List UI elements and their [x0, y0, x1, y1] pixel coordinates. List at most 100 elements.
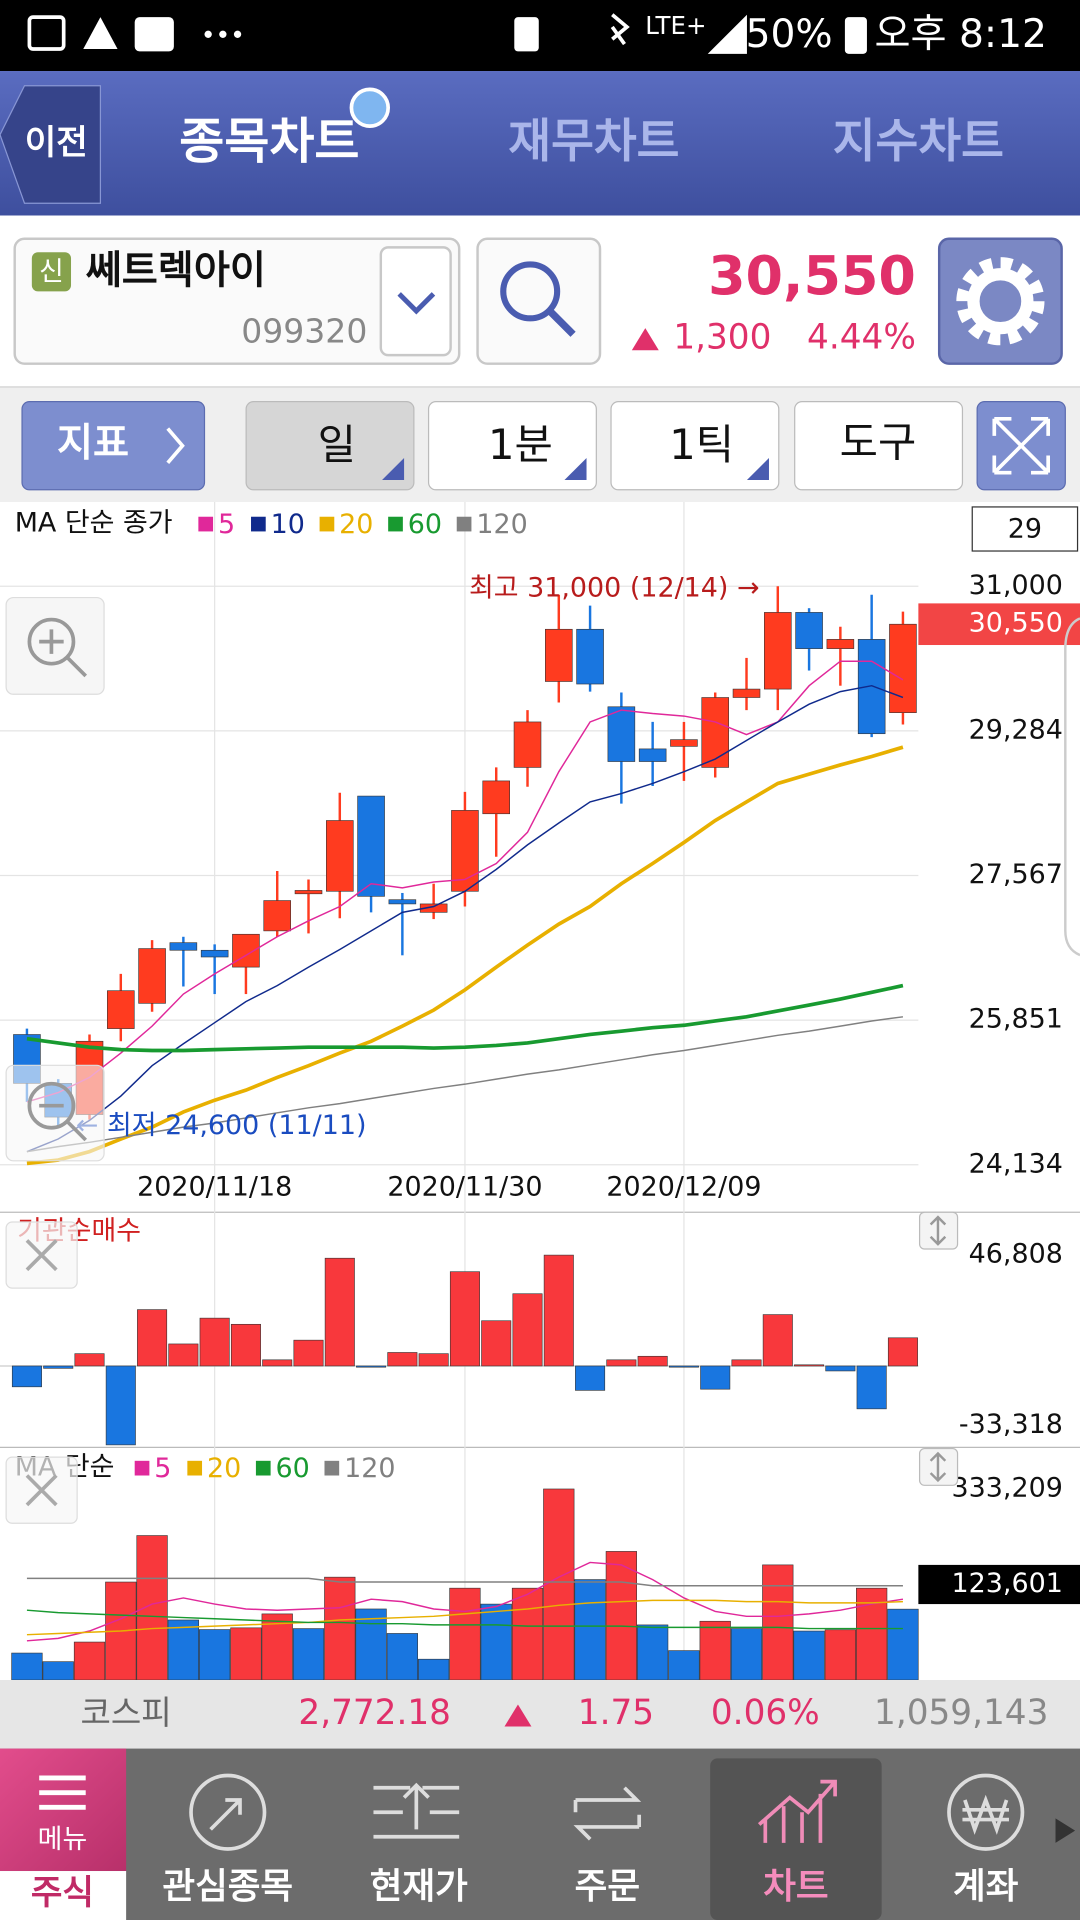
search-icon — [500, 261, 561, 322]
zoom-icon — [27, 1081, 76, 1130]
bar — [355, 1608, 387, 1681]
bar — [762, 1564, 794, 1681]
bar — [637, 1624, 669, 1681]
bar — [230, 1627, 262, 1681]
bar — [856, 1365, 887, 1410]
bar — [668, 1365, 699, 1368]
legend-swatch — [388, 516, 403, 532]
bar — [199, 1629, 231, 1681]
nav-tab-label[interactable]: 현재가 — [370, 1866, 468, 1907]
candle-body — [263, 900, 291, 932]
bar — [261, 1613, 293, 1681]
zoom-in[interactable] — [5, 596, 105, 695]
candle-body — [513, 721, 542, 768]
bar — [511, 1587, 544, 1681]
period-label[interactable]: 일 — [318, 420, 356, 469]
period-button[interactable] — [245, 401, 415, 491]
legend-title: MA 단순 종가 — [15, 508, 173, 539]
y-tick-label: 29,284 — [969, 714, 1063, 745]
bar — [794, 1364, 825, 1367]
bar — [11, 1652, 43, 1681]
stock-box[interactable] — [13, 237, 461, 365]
nav-tab-label[interactable]: 계좌 — [953, 1866, 1019, 1907]
period-button[interactable] — [610, 401, 780, 491]
indicator-button[interactable] — [21, 401, 206, 491]
status-icons — [27, 13, 867, 54]
ma-line — [26, 1561, 904, 1642]
search-button[interactable] — [476, 237, 602, 365]
section-label[interactable]: 주식 — [31, 1873, 94, 1913]
legend-label: 5 — [154, 1453, 171, 1484]
bar — [730, 1628, 763, 1681]
x-tick-label: 2020/11/30 — [387, 1171, 542, 1202]
x-tick-label: 2020/12/09 — [606, 1171, 761, 1202]
resize-icon — [929, 1215, 947, 1246]
indicator-label[interactable]: 지표 — [57, 421, 129, 466]
y-tick-label: 31,000 — [969, 570, 1063, 601]
last-volume-label: 123,601 — [952, 1568, 1063, 1599]
bar — [324, 1257, 355, 1367]
period-label[interactable]: 1분 — [488, 420, 553, 469]
period-button[interactable] — [427, 401, 597, 491]
legend-swatch — [251, 516, 266, 532]
close-icon — [25, 1239, 58, 1272]
legend-label: 60 — [408, 509, 442, 540]
menu-label[interactable]: 메뉴 — [38, 1824, 88, 1855]
sync-icon[interactable] — [349, 87, 390, 128]
market-change: 1.75 — [578, 1693, 654, 1733]
bar — [418, 1658, 450, 1681]
back-label[interactable]: 이전 — [25, 123, 88, 163]
tab[interactable]: 지수차트 — [833, 114, 1004, 168]
bar — [262, 1359, 293, 1367]
tab[interactable]: 재무차트 — [508, 114, 679, 168]
bar — [105, 1365, 136, 1446]
legend-label: 120 — [344, 1453, 395, 1484]
selected-tab-bg — [710, 1758, 882, 1920]
bar — [449, 1587, 481, 1681]
annotation-low: ← 최저 24,600 (11/11) — [76, 1110, 367, 1141]
zoom-out[interactable] — [5, 1064, 105, 1162]
section-tab[interactable] — [0, 1871, 127, 1920]
last-price-label: 30,550 — [969, 608, 1063, 639]
tools-button[interactable] — [794, 401, 964, 491]
nav-bar — [0, 71, 1080, 216]
legend-swatch — [134, 1460, 150, 1476]
bar — [230, 1323, 261, 1367]
bottom-nav — [0, 1748, 1080, 1920]
legend-label: 60 — [276, 1453, 310, 1484]
stock-code: 099320 — [241, 312, 367, 351]
nav-tabs: 관심종목 현재가 주문 차트 계좌 — [162, 1866, 1018, 1907]
expand-icon — [992, 416, 1050, 475]
more-arrow[interactable] — [1055, 1818, 1076, 1843]
dropdown[interactable] — [379, 246, 452, 357]
bar — [606, 1359, 637, 1367]
tools-label[interactable]: 도구 — [840, 418, 917, 467]
tab-active[interactable]: 종목차트 — [179, 113, 359, 170]
bar — [825, 1365, 856, 1372]
market-name: 코스피 — [81, 1693, 172, 1732]
bar — [418, 1353, 449, 1367]
period-label[interactable]: 1틱 — [669, 420, 734, 469]
nav-tab-label[interactable]: 관심종목 — [162, 1866, 293, 1907]
bar — [699, 1620, 731, 1681]
nav-tab-label[interactable]: 차트 — [763, 1866, 828, 1907]
bar — [731, 1359, 762, 1367]
legend-swatch — [319, 516, 335, 532]
search-handle — [547, 308, 576, 337]
bar — [11, 1365, 42, 1388]
market-index: 2,772.18 — [298, 1693, 451, 1733]
candle-body — [482, 780, 510, 815]
candle-body — [670, 739, 698, 747]
market-volume: 1,059,143 — [874, 1693, 1048, 1733]
legend-swatch — [198, 516, 214, 532]
candle-body — [795, 612, 823, 649]
legend-label: 10 — [271, 509, 305, 540]
back-button[interactable] — [0, 85, 102, 204]
market-bar — [0, 1680, 1080, 1749]
up-arrow — [504, 1704, 532, 1727]
nav-tab-label[interactable]: 주문 — [575, 1866, 640, 1907]
candle-body — [576, 628, 604, 685]
scroll-handle[interactable] — [1064, 617, 1080, 957]
close-icon — [25, 1474, 58, 1507]
